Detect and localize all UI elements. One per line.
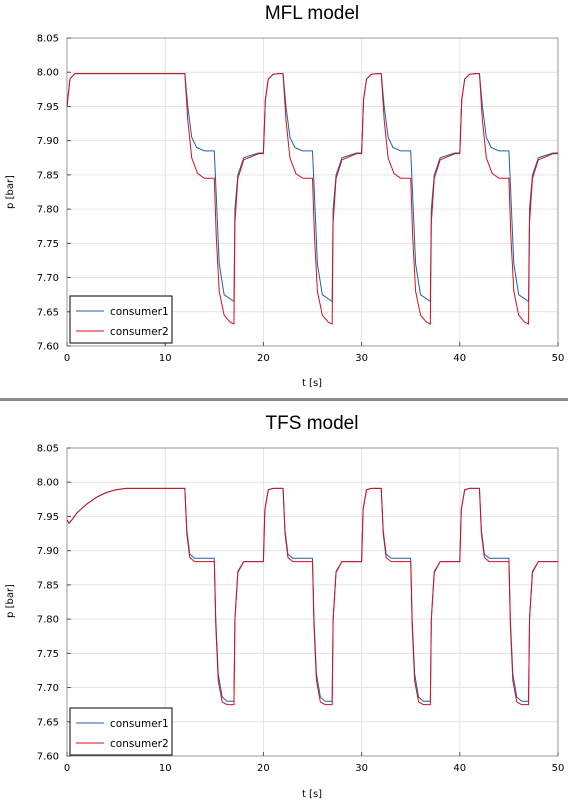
y-tick-label: 8.05 bbox=[37, 34, 59, 45]
legend-label-consumer2: consumer2 bbox=[110, 326, 169, 338]
legend-box bbox=[69, 707, 173, 756]
x-axis-label: t [s] bbox=[302, 789, 322, 800]
y-tick-label: 7.75 bbox=[37, 649, 59, 660]
x-tick-label: 40 bbox=[453, 763, 466, 774]
legend-box bbox=[69, 295, 173, 344]
x-tick-label: 10 bbox=[159, 763, 172, 774]
y-tick-label: 7.85 bbox=[37, 170, 59, 181]
y-tick-label: 7.60 bbox=[37, 752, 59, 763]
y-tick-label: 8.05 bbox=[37, 444, 59, 455]
chart-panel-mfl: MFL model p [bar] t [s] 0 10 20 30 40 50 7.60 7… bbox=[5, 3, 564, 389]
y-axis-label: p [bar] bbox=[5, 175, 16, 209]
x-tick-label: 50 bbox=[552, 353, 565, 364]
y-tick-label: 7.70 bbox=[37, 273, 59, 284]
x-tick-label: 40 bbox=[453, 353, 466, 364]
x-axis-label: t [s] bbox=[302, 378, 322, 389]
chart-title: MFL model bbox=[265, 3, 359, 24]
y-axis-label: p [bar] bbox=[5, 584, 16, 618]
x-tick-label: 0 bbox=[64, 353, 70, 364]
y-tick-label: 7.65 bbox=[37, 307, 59, 318]
y-tick-label: 7.75 bbox=[37, 239, 59, 250]
plot-frame bbox=[66, 447, 559, 757]
y-tick-label: 7.60 bbox=[37, 342, 59, 353]
x-tick-label: 30 bbox=[355, 763, 368, 774]
y-tick-label: 7.65 bbox=[37, 717, 59, 728]
legend: consumer1 consumer2 bbox=[69, 707, 173, 756]
x-tick-label: 10 bbox=[159, 353, 172, 364]
x-tick-label: 50 bbox=[552, 763, 565, 774]
legend-label-consumer1: consumer1 bbox=[110, 718, 169, 730]
y-tick-label: 7.70 bbox=[37, 683, 59, 694]
chart-title: TFS model bbox=[266, 413, 359, 434]
y-tick-label: 7.95 bbox=[37, 512, 59, 523]
x-tick-label: 20 bbox=[257, 353, 270, 364]
legend-label-consumer2: consumer2 bbox=[110, 738, 169, 750]
plot-frame bbox=[66, 37, 559, 347]
legend-label-consumer1: consumer1 bbox=[110, 306, 169, 318]
panel-divider bbox=[0, 398, 568, 401]
series-line-consumer1 bbox=[66, 487, 558, 702]
y-tick-label: 7.90 bbox=[37, 546, 59, 557]
y-tick-label: 7.95 bbox=[37, 102, 59, 113]
y-tick-label: 7.85 bbox=[37, 580, 59, 591]
series-line-consumer2 bbox=[66, 487, 558, 706]
x-tick-label: 30 bbox=[355, 353, 368, 364]
y-tick-label: 7.90 bbox=[37, 136, 59, 147]
x-tick-label: 0 bbox=[64, 763, 70, 774]
series-line-consumer2 bbox=[66, 73, 558, 325]
legend: consumer1 consumer2 bbox=[69, 295, 173, 344]
y-tick-label: 8.00 bbox=[37, 478, 59, 489]
y-tick-label: 8.00 bbox=[37, 68, 59, 79]
y-tick-label: 7.80 bbox=[37, 205, 59, 216]
chart-panel-tfs: TFS model p [bar] t [s] 0 10 20 30 40 50 7.60 7… bbox=[5, 413, 564, 800]
x-tick-label: 20 bbox=[257, 763, 270, 774]
y-tick-label: 7.80 bbox=[37, 615, 59, 626]
